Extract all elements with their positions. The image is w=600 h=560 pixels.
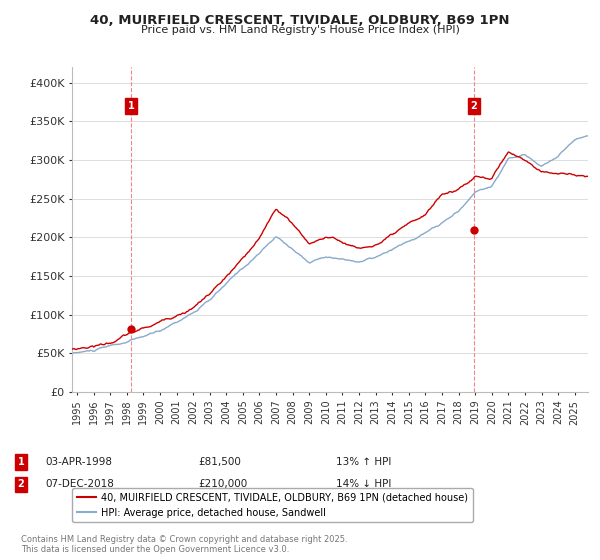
Text: 14% ↓ HPI: 14% ↓ HPI: [336, 479, 391, 489]
Text: Price paid vs. HM Land Registry's House Price Index (HPI): Price paid vs. HM Land Registry's House …: [140, 25, 460, 35]
Text: 07-DEC-2018: 07-DEC-2018: [45, 479, 114, 489]
Text: 13% ↑ HPI: 13% ↑ HPI: [336, 457, 391, 467]
Text: 03-APR-1998: 03-APR-1998: [45, 457, 112, 467]
Text: 1: 1: [128, 101, 134, 111]
Text: 1: 1: [17, 457, 25, 467]
Text: £81,500: £81,500: [198, 457, 241, 467]
Text: 2: 2: [17, 479, 25, 489]
Text: 2: 2: [470, 101, 477, 111]
Text: 40, MUIRFIELD CRESCENT, TIVIDALE, OLDBURY, B69 1PN: 40, MUIRFIELD CRESCENT, TIVIDALE, OLDBUR…: [90, 14, 510, 27]
Text: £210,000: £210,000: [198, 479, 247, 489]
Legend: 40, MUIRFIELD CRESCENT, TIVIDALE, OLDBURY, B69 1PN (detached house), HPI: Averag: 40, MUIRFIELD CRESCENT, TIVIDALE, OLDBUR…: [72, 488, 473, 522]
Text: Contains HM Land Registry data © Crown copyright and database right 2025.
This d: Contains HM Land Registry data © Crown c…: [21, 535, 347, 554]
